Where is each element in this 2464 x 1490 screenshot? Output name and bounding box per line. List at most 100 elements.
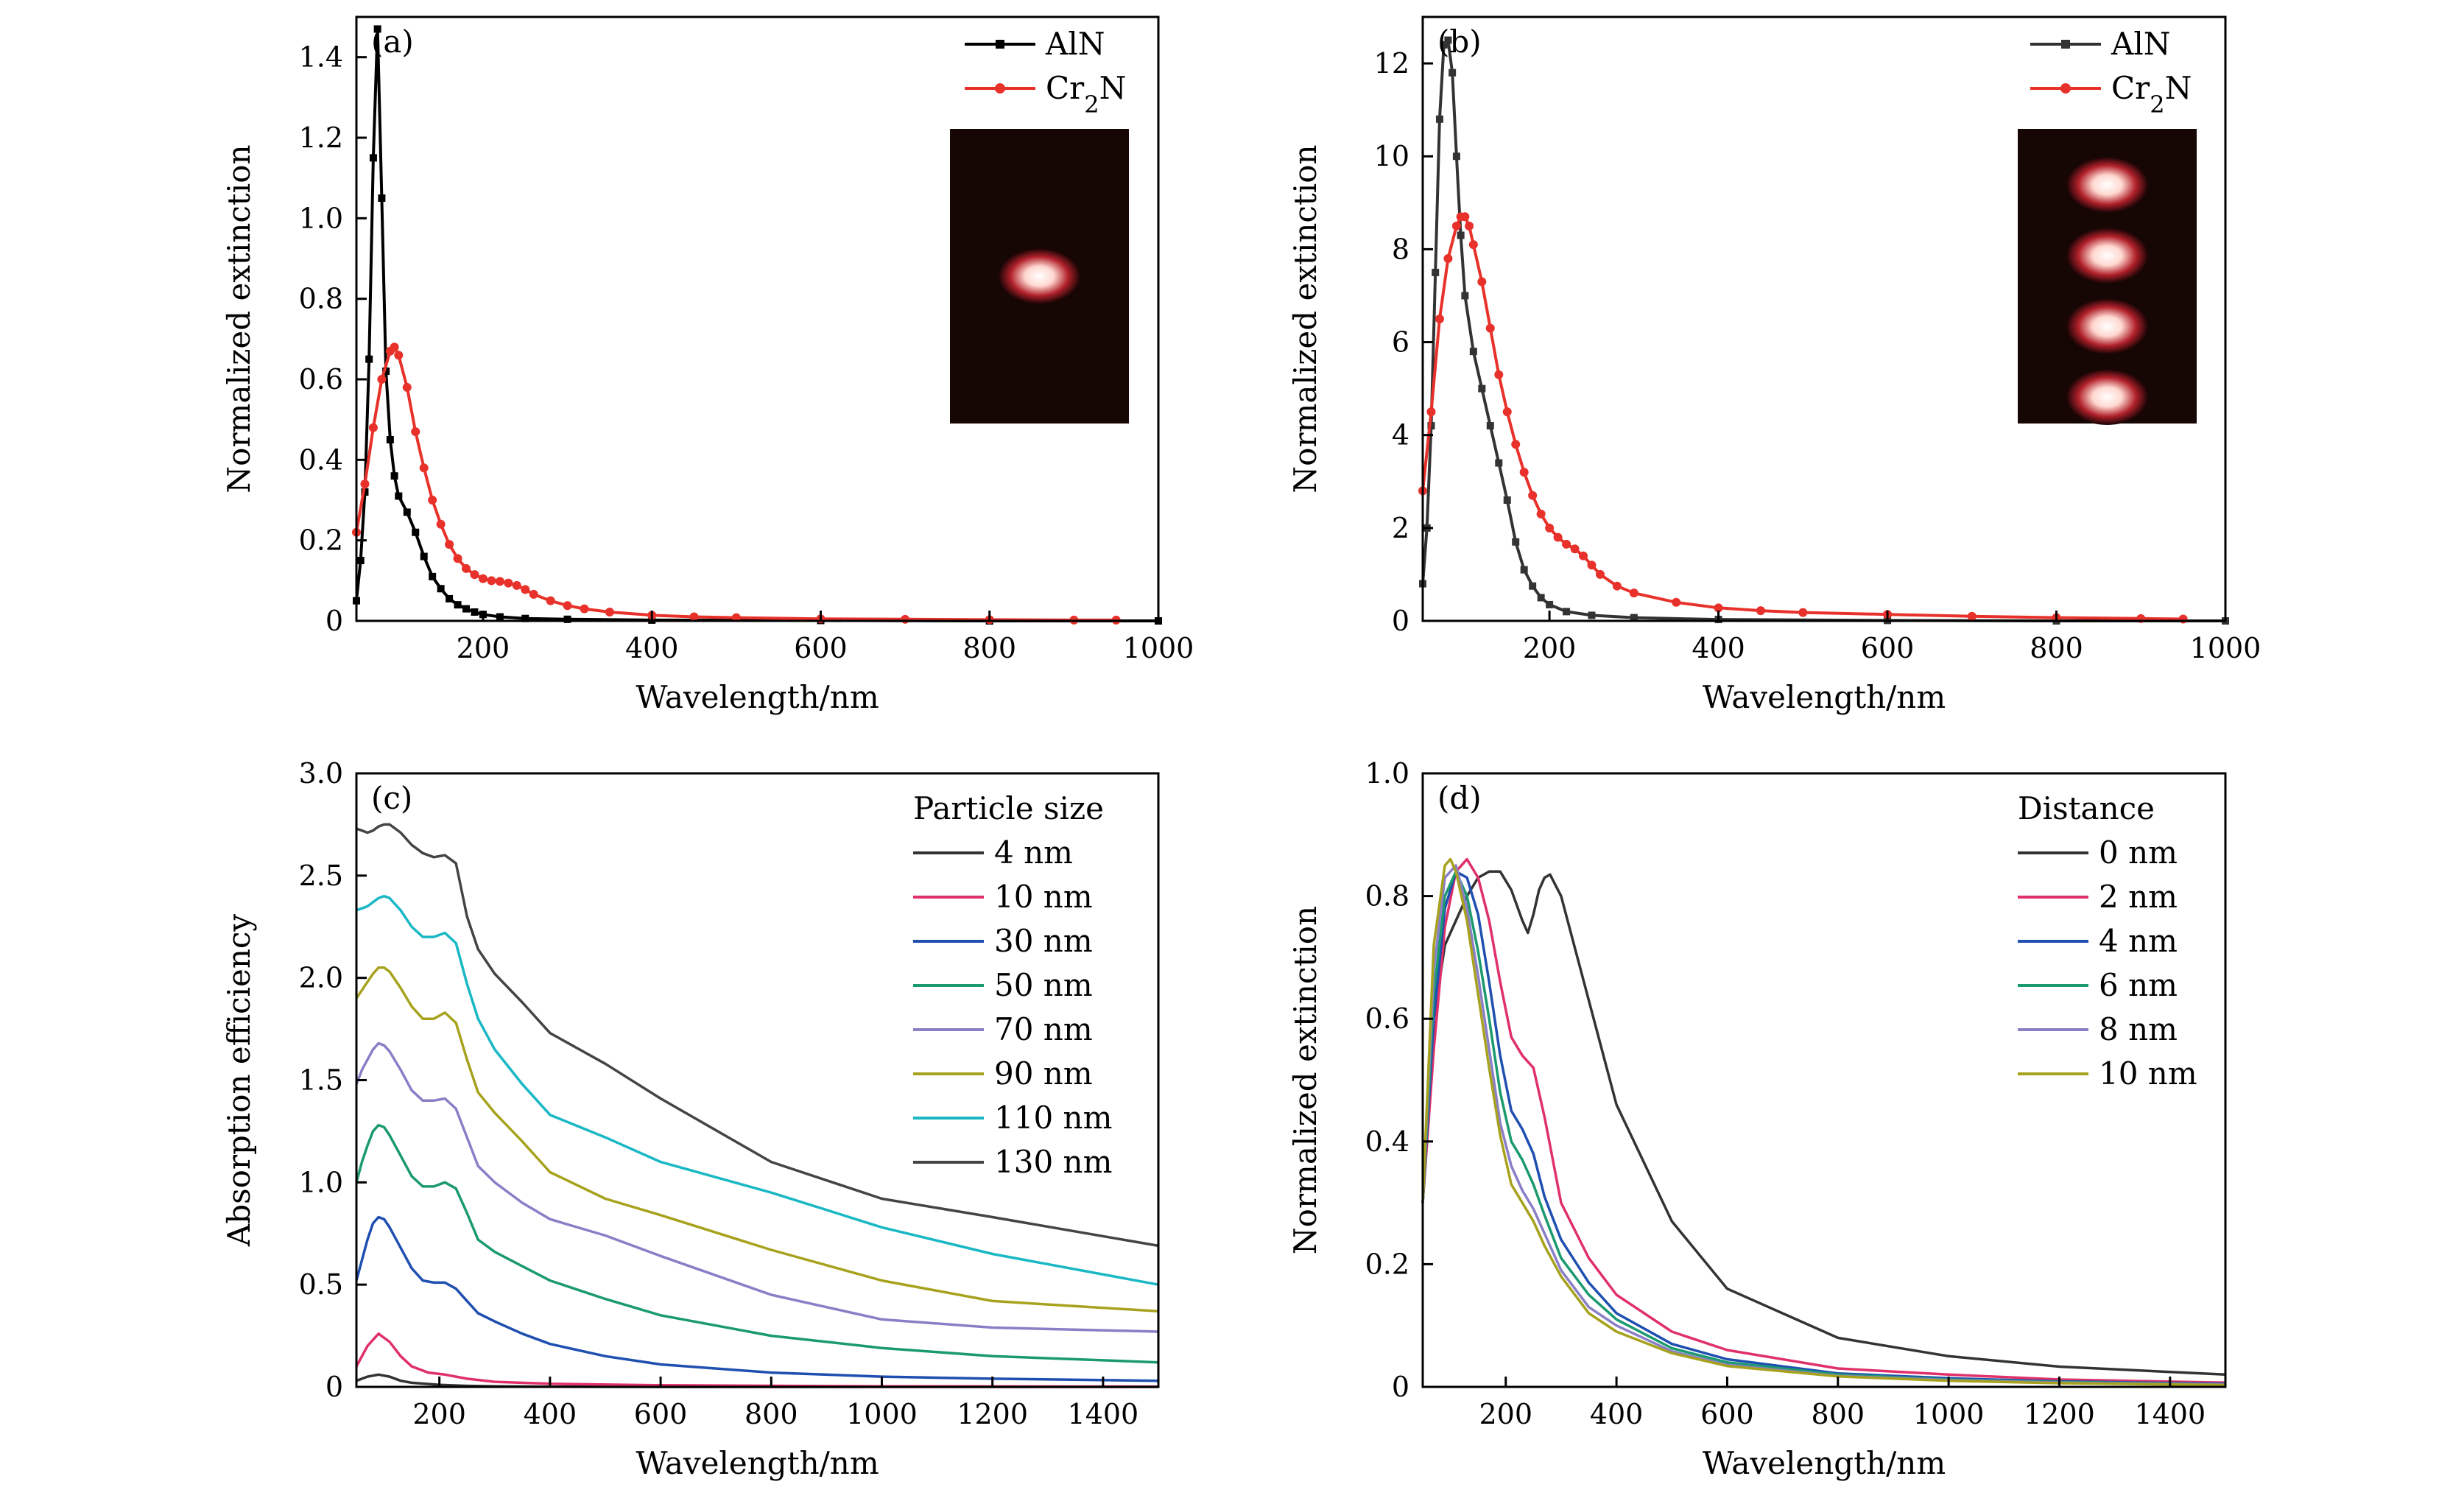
legend-label: 2 nm — [2099, 879, 2178, 915]
series-line-110-nm — [356, 894, 1159, 1286]
data-point — [1563, 608, 1571, 616]
legend-label: 0 nm — [2099, 834, 2178, 871]
legend: Distance 0 nm 2 nm 4 nm 6 nm 8 nm 10 nm — [2018, 790, 2197, 1092]
data-point — [1570, 544, 1580, 554]
x-axis-label: Wavelength/nm — [1703, 679, 1946, 715]
legend-label: 6 nm — [2099, 967, 2178, 1003]
y-tick-label: 0.6 — [299, 363, 343, 396]
data-point — [445, 540, 454, 549]
x-tick-label: 200 — [1523, 632, 1577, 664]
y-tick-label: 0.8 — [299, 283, 343, 315]
data-point — [563, 601, 572, 611]
legend-label: 130 nm — [994, 1144, 1112, 1180]
legend: Particle size 4 nm 10 nm 30 nm 50 nm 70 nm 90 … — [913, 790, 1112, 1180]
data-point — [1461, 292, 1469, 300]
plot-frame — [1421, 15, 2227, 622]
data-point — [1478, 384, 1486, 393]
legend-marker — [996, 40, 1004, 49]
data-point — [546, 596, 555, 605]
data-point — [386, 436, 394, 443]
series-line-50-nm — [355, 1123, 1159, 1364]
y-axis-label: Normalized extinction — [1287, 144, 1323, 493]
legend-label: 50 nm — [994, 967, 1093, 1003]
data-point — [1443, 254, 1453, 263]
inset-particle-1 — [2066, 157, 2149, 213]
y-tick-label: 0.4 — [1365, 1125, 1409, 1158]
legend-marker — [995, 83, 1005, 94]
y-tick-label: 10 — [1374, 140, 1409, 172]
data-point — [1444, 36, 1452, 44]
y-tick-label: 1.5 — [299, 1064, 343, 1097]
y-tick-label: 0.6 — [1365, 1002, 1409, 1035]
data-point — [1457, 231, 1465, 239]
series-line-30-nm — [355, 1215, 1159, 1382]
y-tick-label: 3.0 — [299, 757, 343, 790]
legend-marker — [2061, 40, 2070, 49]
data-point — [478, 574, 487, 583]
data-point — [1545, 523, 1555, 533]
y-tick-label: 1.0 — [1365, 757, 1409, 790]
y-tick-label: 4 — [1392, 419, 1409, 451]
y-tick-label: 1.0 — [299, 202, 343, 234]
data-point — [1546, 600, 1554, 608]
series-line-4-nm — [1421, 870, 2226, 1385]
y-tick-label: 12 — [1374, 47, 1409, 80]
panel-c: 200 400 600 800 1000 1200 1400 0 0.5 1.0 1.5 2.0 2.5… — [221, 757, 1160, 1481]
data-point — [521, 614, 529, 622]
y-tick-label: 1.4 — [299, 41, 343, 74]
data-point — [1630, 614, 1638, 622]
data-point — [1562, 539, 1571, 549]
legend-title: Distance — [2018, 790, 2155, 826]
data-point — [1495, 459, 1503, 467]
y-tick-label: 2.5 — [299, 860, 343, 892]
y-tick-label: 0.2 — [299, 524, 343, 557]
data-point — [428, 496, 437, 505]
x-tick-label: 200 — [1479, 1398, 1532, 1430]
data-point — [1435, 314, 1444, 323]
panel-label: (d) — [1437, 780, 1482, 816]
data-point — [1426, 407, 1436, 417]
legend: AlN Cr2N — [2030, 26, 2192, 119]
legend-label: Cr2N — [1046, 70, 1126, 119]
y-tick-label: 0 — [1392, 605, 1409, 637]
data-point — [1553, 533, 1563, 542]
x-axis-label: Wavelength/nm — [636, 1445, 879, 1481]
data-point — [1451, 221, 1461, 231]
legend-label: 8 nm — [2099, 1011, 2178, 1047]
panel-a: 200 400 600 800 1000 0 0.2 0.4 0.6 0.8 1.0 1.2 1.4 Wa… — [221, 15, 1194, 715]
x-axis-label: Wavelength/nm — [636, 679, 879, 715]
data-point — [394, 351, 404, 360]
data-point — [1587, 560, 1597, 570]
y-tick-label: 6 — [1392, 326, 1409, 359]
series-line-AlN — [1421, 38, 2225, 622]
data-point — [2178, 614, 2188, 624]
data-point — [1756, 606, 1765, 616]
data-point — [390, 472, 398, 480]
data-point — [378, 194, 386, 202]
inset-particle-4 — [2066, 369, 2149, 425]
x-axis-label: Wavelength/nm — [1703, 1445, 1946, 1481]
data-point — [369, 154, 377, 162]
data-point — [1512, 538, 1520, 546]
data-point — [1465, 221, 1474, 231]
data-point — [419, 463, 429, 473]
inset-image — [2018, 129, 2197, 425]
legend: AlN Cr2N — [965, 26, 1126, 119]
data-point — [495, 577, 504, 586]
series-line-90-nm — [355, 966, 1159, 1313]
data-point — [365, 355, 373, 363]
series-line-AlN — [355, 27, 1158, 622]
data-point — [402, 382, 412, 392]
data-point — [1595, 569, 1605, 579]
data-point — [356, 557, 365, 564]
data-point — [436, 519, 446, 529]
data-point — [1536, 509, 1546, 519]
series-line-70-nm — [355, 1041, 1159, 1333]
series-line-10-nm — [1421, 857, 2226, 1387]
data-point — [1435, 115, 1443, 123]
panel-label: (a) — [371, 24, 414, 60]
data-point — [462, 563, 471, 573]
inset-particle-2 — [2066, 228, 2149, 284]
data-point — [471, 608, 479, 616]
